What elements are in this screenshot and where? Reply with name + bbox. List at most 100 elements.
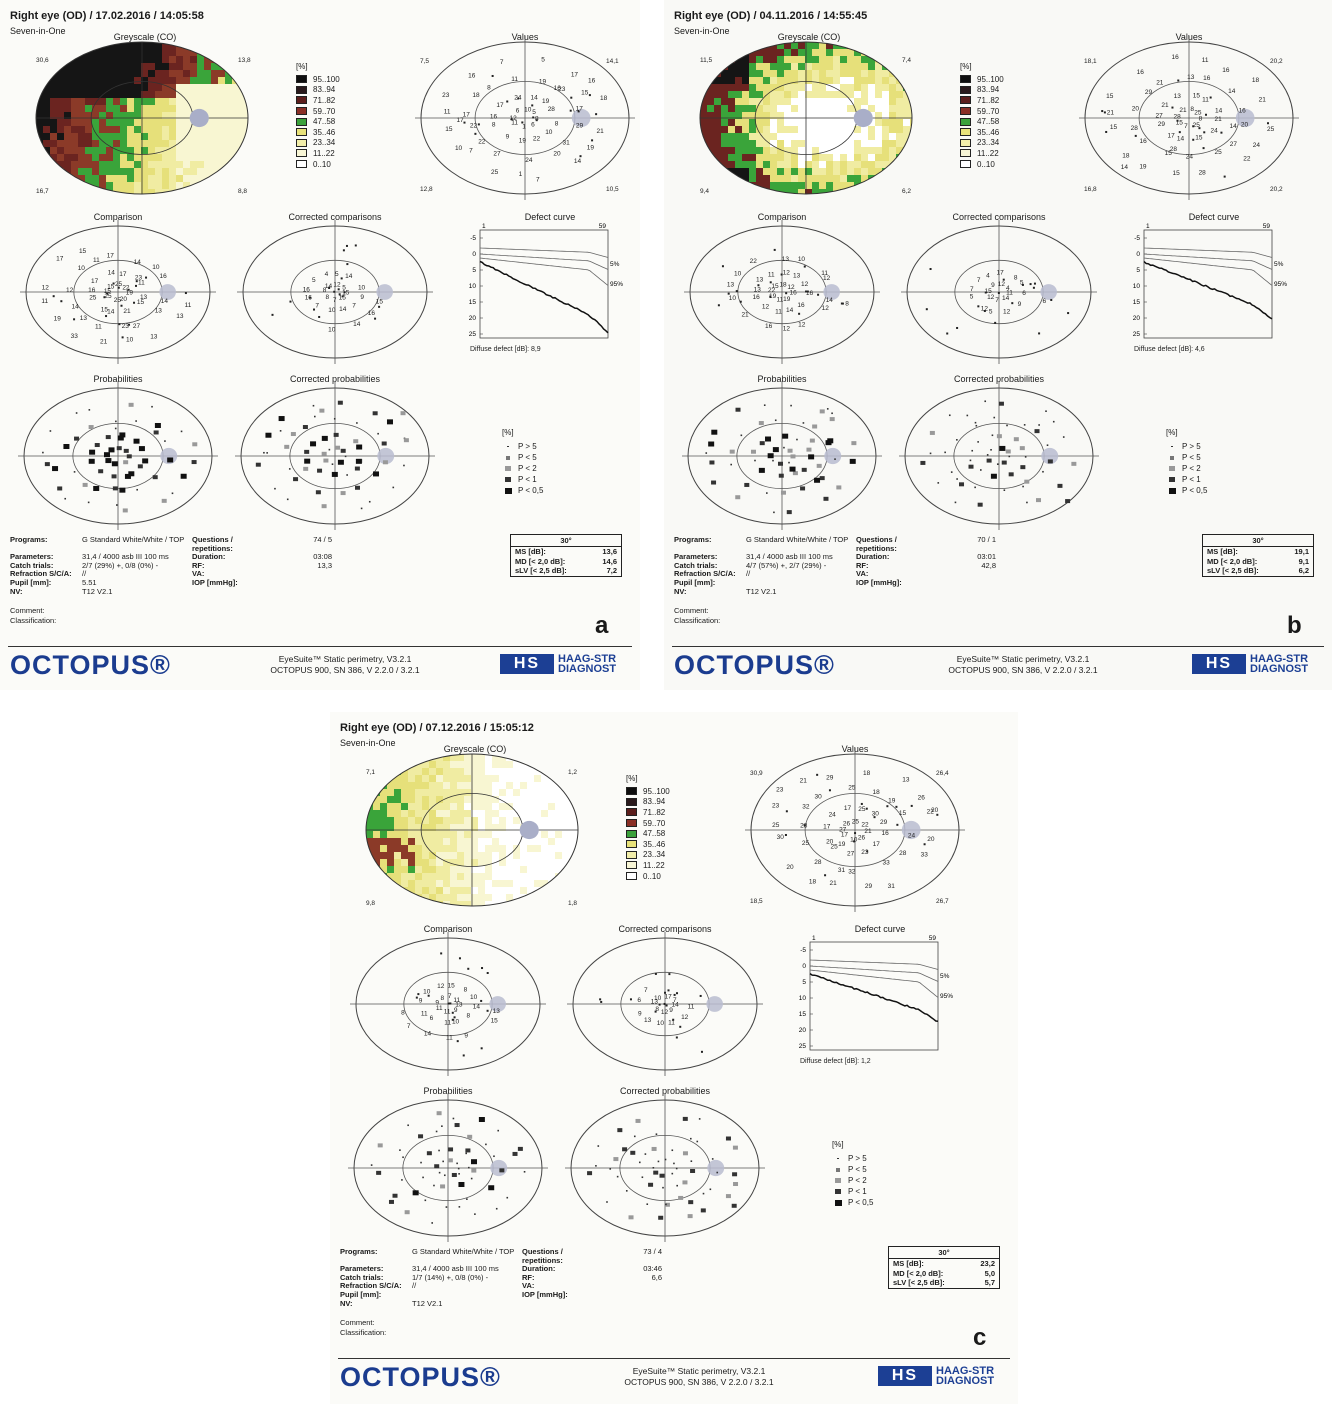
prob-mark-p5: [88, 409, 91, 411]
prob-legend-marker: [832, 1157, 844, 1160]
comparison-point: 13: [756, 276, 764, 283]
parameter-value-right: 42,8: [981, 560, 996, 570]
normal-band-5pct: [1143, 253, 1273, 270]
test-point-dot: [510, 118, 513, 121]
comparison-point: 9: [464, 1032, 468, 1039]
values-point: 23: [558, 86, 566, 93]
prob-mark-p5: [331, 463, 334, 466]
corrected-comparison-point: 5: [970, 294, 974, 301]
parameter-row: NV: T12 V2.1: [674, 587, 996, 597]
greyscale-title: Greyscale (CO): [443, 744, 507, 754]
classification-label: Classification:: [674, 616, 721, 625]
prob-mark-p05: [93, 485, 100, 491]
legend-row: 59..70: [960, 106, 1004, 117]
test-point-dot: [873, 816, 876, 819]
index-value: 14,6: [602, 556, 617, 566]
test-point-dot: [803, 265, 806, 268]
prob-mark-p5: [966, 414, 969, 417]
parameter-value: 31,4 / 4000 asb III 100 ms: [412, 1264, 499, 1274]
test-point-dot: [342, 249, 345, 252]
comparison-point: 15: [447, 983, 455, 990]
corrected-comparison-point: 5: [989, 308, 993, 315]
values-point: 15: [1176, 120, 1184, 127]
test-point-dot: [946, 332, 949, 335]
prob-mark-p5: [312, 404, 315, 407]
prob-mark-p2: [123, 460, 129, 465]
values-point: 17: [873, 841, 881, 848]
prob-mark-p05: [711, 429, 718, 435]
values-point: 31: [562, 140, 570, 147]
blind-spot: [824, 447, 842, 465]
prob-mark-p5: [773, 511, 775, 514]
hs-text-top: HAAG-STR: [1250, 653, 1309, 665]
values-point: 20: [931, 807, 939, 814]
parameter-key-right: IOP [mmHg]:: [192, 577, 238, 587]
prob-mark-p2: [128, 402, 134, 407]
prob-mark-p5: [974, 421, 977, 424]
report-header: Right eye (OD) / 04.11.2016 / 14:55:45: [674, 10, 868, 22]
comparison-point: 12: [801, 281, 809, 288]
values-point: 17: [576, 106, 584, 113]
prob-mark-p05: [133, 438, 140, 444]
comparison-point: 8: [464, 986, 468, 993]
prob-mark-p1: [959, 482, 965, 487]
values-point: 29: [1158, 121, 1166, 128]
legend-row: 35..46: [626, 839, 670, 850]
comparison-point: 11: [444, 1020, 451, 1027]
prob-mark-p5: [370, 1164, 373, 1166]
defect-x-end: 59: [929, 935, 937, 942]
comparison-title: Comparison: [93, 212, 143, 222]
prob-mark-p1: [801, 467, 807, 472]
prob-legend-marker: [1166, 455, 1178, 460]
prob-mark-p5: [465, 1152, 467, 1155]
values-point: 22: [478, 138, 486, 145]
prob-legend-row: P < 5: [1166, 452, 1207, 463]
test-point-dot: [956, 326, 959, 329]
prob-mark-p1: [1065, 499, 1071, 504]
values-point: 19: [542, 98, 550, 105]
corrected-comparison-point: 4: [986, 273, 990, 280]
prob-mark-p1: [688, 1200, 694, 1205]
prob-mark-p5: [633, 1135, 636, 1138]
test-point-dot: [840, 302, 843, 305]
defect-y-tick: -5: [800, 947, 806, 954]
prob-legend-marker: [1166, 445, 1178, 448]
legend-row: 35..46: [960, 127, 1004, 138]
comparison-point: 12: [762, 304, 770, 311]
index-row-slv: sLV [< 2,5 dB]: 7,2: [511, 566, 621, 576]
parameter-key-right: IOP [mmHg]:: [856, 577, 902, 587]
corrected-comparison-point: 12: [981, 305, 989, 312]
values-point: 28: [814, 859, 822, 866]
test-point-dot: [673, 993, 676, 996]
pct-label-95: 95%: [610, 281, 623, 288]
device-info: OCTOPUS 900, SN 386, V 2.2.0 / 3.2.1: [624, 1377, 774, 1387]
prob-mark-p5: [274, 487, 276, 490]
comparison-point: 23: [135, 274, 143, 281]
classification-label: Classification:: [10, 616, 57, 625]
prob-mark-p05: [337, 459, 344, 465]
blind-spot: [706, 996, 723, 1012]
test-point-dot: [654, 972, 657, 975]
corrected-comparisons-title: Corrected comparisons: [618, 924, 712, 934]
prob-mark-p5: [595, 1165, 597, 1167]
prob-mark-p1: [418, 1134, 424, 1139]
values-point: 1: [522, 124, 526, 131]
defect-y-tick: 20: [799, 1027, 807, 1034]
prob-mark-p2: [809, 438, 815, 443]
prob-legend-row: P > 5: [502, 441, 543, 452]
test-point-dot: [121, 336, 124, 339]
parameter-row: Pupil [mm]: IOP [mmHg]:: [340, 1290, 662, 1300]
comparison-point: 13: [455, 1002, 463, 1009]
defect-y-tick: 0: [1136, 251, 1140, 258]
defect-y-tick: 20: [1133, 315, 1141, 322]
prob-mark-p1: [819, 476, 825, 481]
test-point-dot: [675, 1036, 678, 1039]
defect-y-tick: -5: [1134, 235, 1140, 242]
values-point: 27: [839, 827, 847, 834]
prob-mark-p5: [673, 1162, 675, 1165]
legend-label: 23..34: [313, 138, 336, 148]
values-corner-value: 20,2: [1270, 58, 1283, 65]
parameter-key-right: Questions / repetitions:: [522, 1247, 563, 1265]
legend-row: 0..10: [626, 871, 670, 882]
parameter-value: G Standard White/White / TOP: [82, 535, 185, 544]
